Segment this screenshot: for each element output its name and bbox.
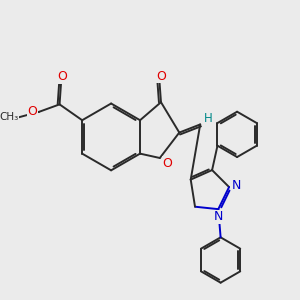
Text: H: H — [204, 112, 213, 124]
Text: O: O — [156, 70, 166, 83]
Text: N: N — [232, 179, 241, 192]
Text: O: O — [27, 105, 37, 118]
Text: N: N — [214, 210, 224, 223]
Text: CH₃: CH₃ — [0, 112, 18, 122]
Text: O: O — [162, 157, 172, 170]
Text: O: O — [58, 70, 68, 83]
